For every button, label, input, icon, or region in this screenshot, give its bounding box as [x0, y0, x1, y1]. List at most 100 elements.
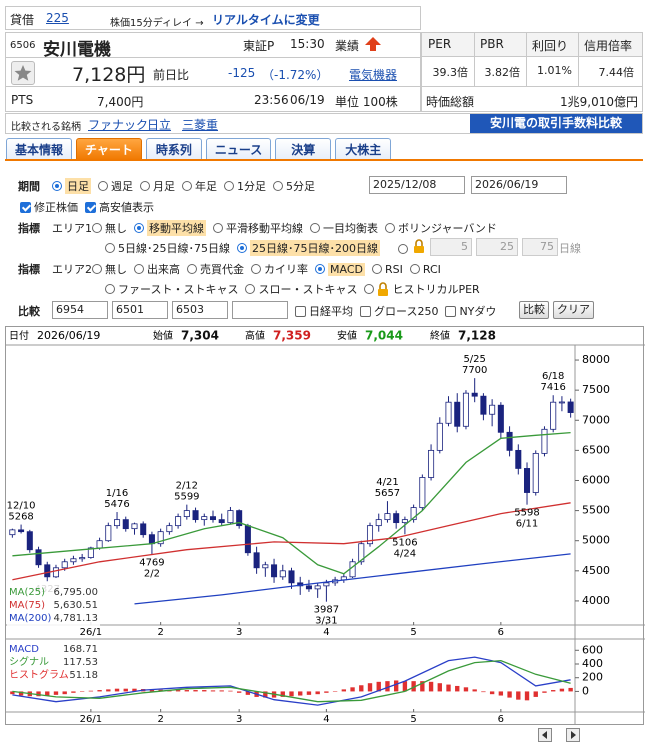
tab[interactable]: 基本情報	[6, 138, 73, 160]
ma-input[interactable]: 75	[522, 238, 558, 256]
radio[interactable]	[134, 264, 144, 274]
radio-option[interactable]: ボリンジャーバンド	[385, 220, 497, 236]
radio[interactable]	[182, 181, 192, 191]
fee-banner[interactable]: 安川電の取引手数料比較	[470, 114, 642, 133]
radio[interactable]	[237, 243, 247, 253]
date-to[interactable]: 2026/06/19	[471, 176, 567, 194]
x-tick-label: 2	[157, 714, 163, 725]
sector-link[interactable]: 電気機器	[349, 68, 398, 82]
clear-button[interactable]: クリア	[553, 301, 594, 319]
checkbox-option[interactable]: 修正株価	[20, 199, 78, 215]
candle-body	[35, 549, 42, 566]
radio[interactable]	[105, 243, 115, 253]
radio-option[interactable]: スロー・ストキャス	[245, 281, 357, 297]
radio[interactable]	[273, 181, 283, 191]
radio-option[interactable]: 5分足	[273, 178, 315, 194]
radio-option[interactable]: 無し	[92, 220, 127, 236]
radio-option[interactable]: 出来高	[134, 261, 180, 277]
favorite-button[interactable]	[11, 61, 35, 85]
checkbox[interactable]	[295, 305, 306, 317]
radio-option[interactable]: 平滑移動平均線	[213, 220, 303, 236]
compare-link[interactable]: 日立	[147, 118, 172, 132]
compare-code[interactable]: 6954	[52, 301, 108, 319]
radio-option[interactable]: 一目均衡表	[310, 220, 378, 236]
radio[interactable]	[213, 223, 223, 233]
radio-option[interactable]: 週足	[98, 178, 133, 194]
ma-input[interactable]: 5	[430, 238, 472, 256]
checkbox-option[interactable]: NYダウ	[445, 303, 496, 319]
index-link[interactable]: 225	[46, 11, 69, 25]
radio-option[interactable]: 5日線･25日線･75日線	[105, 240, 230, 256]
radio-option[interactable]: RCI	[409, 263, 441, 276]
radio[interactable]	[105, 284, 115, 294]
radio[interactable]	[310, 223, 320, 233]
checkbox-option[interactable]: 高安値表示	[85, 199, 154, 215]
radio-option[interactable]: 1分足	[224, 178, 266, 194]
radio[interactable]	[409, 264, 420, 274]
compare-link[interactable]: ファナック	[88, 118, 149, 132]
radio-option[interactable]: 日足	[52, 178, 91, 194]
histogram-bar	[411, 681, 416, 692]
radio-option[interactable]: カイリ率	[251, 261, 308, 277]
candle-body	[105, 525, 112, 542]
checkbox[interactable]	[445, 305, 457, 317]
candle-body	[166, 525, 173, 533]
radio[interactable]	[364, 284, 375, 294]
radio[interactable]	[92, 264, 102, 274]
radio-option[interactable]: 月足	[140, 178, 175, 194]
area2-name: エリア2	[52, 263, 92, 276]
histogram-bar	[376, 681, 381, 692]
radio[interactable]	[251, 264, 261, 274]
ma-input[interactable]: 25	[476, 238, 518, 256]
checkbox-option[interactable]: グロース250	[360, 303, 438, 319]
radio[interactable]	[371, 264, 382, 274]
radio[interactable]	[140, 181, 150, 191]
compare-link[interactable]: 三菱重	[182, 118, 219, 132]
y-tick-label: 7000	[582, 413, 610, 426]
compare-code[interactable]: 6503	[172, 301, 228, 319]
radio-option[interactable]: MACD	[315, 262, 365, 276]
candle-body	[209, 516, 217, 521]
checkbox[interactable]	[85, 201, 96, 213]
scroll-left[interactable]	[538, 728, 552, 742]
radio-option[interactable]: ファースト・ストキャス	[105, 281, 238, 297]
radio[interactable]	[134, 223, 144, 233]
checkbox[interactable]	[360, 305, 371, 317]
radio[interactable]	[187, 264, 197, 274]
tab[interactable]: 大株主	[335, 138, 392, 160]
radio[interactable]	[245, 284, 256, 294]
tab[interactable]: 時系列	[145, 138, 202, 160]
date-from[interactable]: 2025/12/08	[369, 176, 465, 194]
radio[interactable]	[385, 223, 395, 233]
change: -125	[228, 66, 256, 80]
compare-code[interactable]: 6501	[112, 301, 168, 319]
checkbox[interactable]	[20, 201, 31, 213]
tab[interactable]: チャート	[76, 138, 142, 160]
histogram-bar	[420, 681, 425, 692]
candle-body	[288, 570, 295, 584]
radio[interactable]	[98, 181, 108, 191]
radio[interactable]	[398, 244, 408, 254]
radio-option[interactable]: 移動平均線	[134, 220, 206, 236]
radio-option[interactable]: 売買代金	[187, 261, 244, 277]
radio-option[interactable]: 無し	[92, 261, 127, 277]
radio[interactable]	[224, 181, 234, 191]
radio-option[interactable]: RSI	[371, 263, 403, 276]
histogram-bar	[542, 691, 547, 693]
compare-code-empty[interactable]	[232, 301, 288, 319]
results-label[interactable]: 業績	[335, 39, 360, 53]
radio-option[interactable]: 年足	[182, 178, 217, 194]
histogram-bar	[175, 690, 181, 692]
realtime-link[interactable]: リアルタイムに変更	[212, 13, 320, 27]
radio[interactable]	[92, 223, 102, 233]
compare-button[interactable]: 比較	[519, 301, 549, 319]
tab[interactable]: ニュース	[205, 138, 272, 160]
radio-option[interactable]: 25日線･75日線･200日線	[237, 240, 380, 256]
radio[interactable]	[315, 264, 325, 274]
tab[interactable]: 決算	[275, 138, 332, 160]
scroll-right[interactable]	[566, 728, 580, 742]
checkbox-option[interactable]: 日経平均	[295, 303, 353, 319]
radio[interactable]	[52, 181, 62, 191]
radio-option[interactable]: ヒストリカルPER	[364, 281, 480, 297]
